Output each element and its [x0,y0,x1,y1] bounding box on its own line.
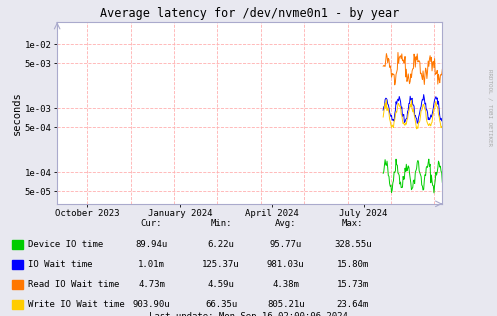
Title: Average latency for /dev/nvme0n1 - by year: Average latency for /dev/nvme0n1 - by ye… [100,7,400,20]
Text: 125.37u: 125.37u [202,260,240,269]
Text: 903.90u: 903.90u [133,300,170,309]
Text: Device IO time: Device IO time [28,240,103,249]
Text: Write IO Wait time: Write IO Wait time [28,300,125,309]
Text: 4.73m: 4.73m [138,280,165,289]
Text: Max:: Max: [342,219,364,228]
Text: 4.38m: 4.38m [272,280,299,289]
Text: 89.94u: 89.94u [136,240,167,249]
Text: 805.21u: 805.21u [267,300,305,309]
Text: 66.35u: 66.35u [205,300,237,309]
Text: Cur:: Cur: [141,219,163,228]
Text: Last update: Mon Sep 16 02:00:06 2024: Last update: Mon Sep 16 02:00:06 2024 [149,312,348,316]
Text: RRDTOOL / TOBI OETIKER: RRDTOOL / TOBI OETIKER [487,69,492,146]
Text: 23.64m: 23.64m [337,300,369,309]
Text: 6.22u: 6.22u [208,240,235,249]
Text: 15.80m: 15.80m [337,260,369,269]
Text: Avg:: Avg: [275,219,297,228]
Y-axis label: seconds: seconds [12,91,22,135]
Text: 95.77u: 95.77u [270,240,302,249]
Text: 1.01m: 1.01m [138,260,165,269]
Text: Min:: Min: [210,219,232,228]
Text: Read IO Wait time: Read IO Wait time [28,280,120,289]
Text: 4.59u: 4.59u [208,280,235,289]
Text: 981.03u: 981.03u [267,260,305,269]
Text: 328.55u: 328.55u [334,240,372,249]
Text: IO Wait time: IO Wait time [28,260,93,269]
Text: 15.73m: 15.73m [337,280,369,289]
